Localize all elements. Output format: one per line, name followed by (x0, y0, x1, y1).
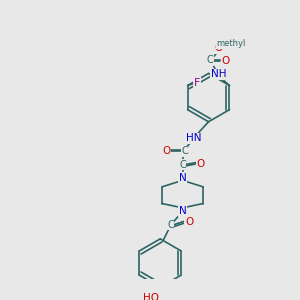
Text: C: C (167, 220, 174, 230)
Text: F: F (194, 78, 200, 88)
Text: O: O (214, 43, 223, 53)
Text: C: C (207, 56, 213, 65)
Text: HO: HO (143, 293, 159, 300)
Text: methyl: methyl (217, 39, 246, 48)
Text: O: O (196, 159, 204, 169)
Text: NH: NH (211, 69, 226, 80)
Text: N: N (179, 172, 186, 182)
Text: O: O (163, 146, 171, 156)
Text: HN: HN (186, 134, 201, 143)
Text: O: O (222, 56, 230, 66)
Text: N: N (179, 206, 186, 216)
Text: O: O (185, 217, 193, 227)
Text: C: C (181, 146, 188, 157)
Text: C: C (179, 160, 186, 170)
